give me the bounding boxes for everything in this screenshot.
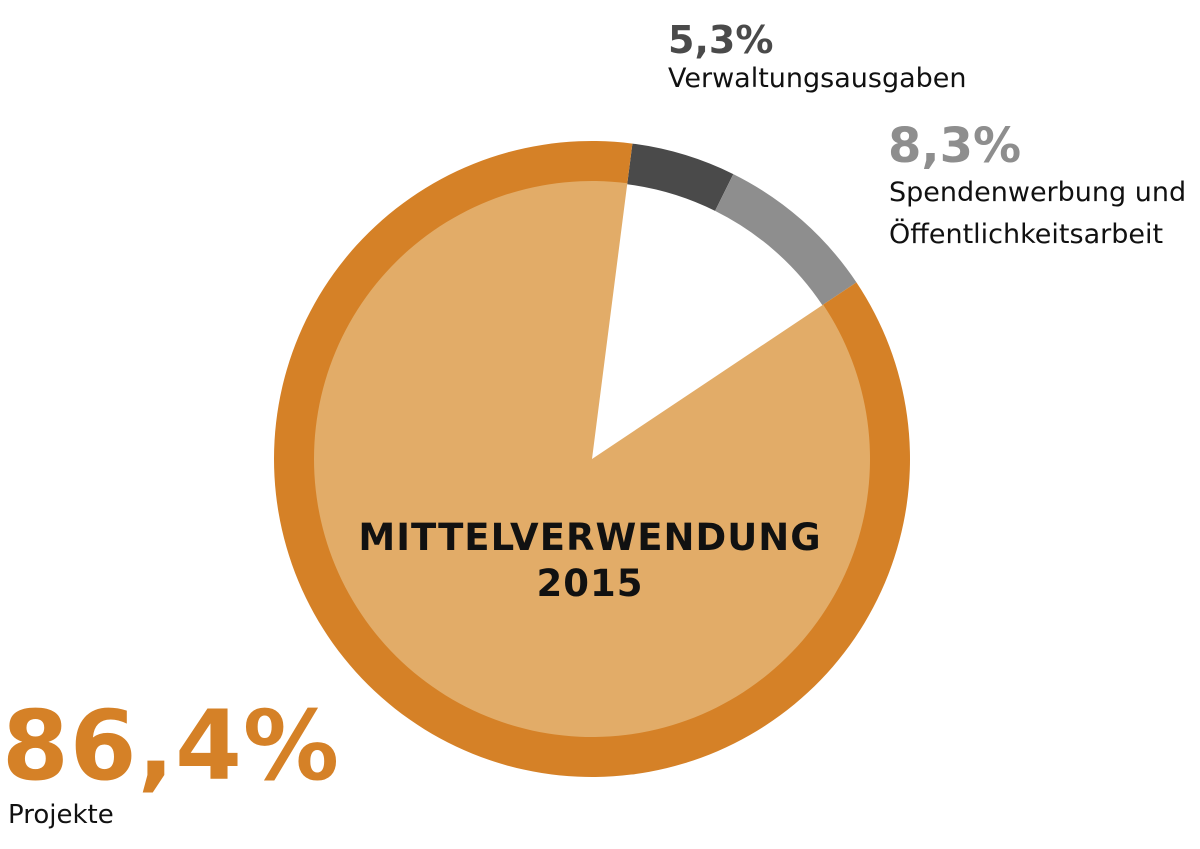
chart-title-line-1: MITTELVERWENDUNG [358,516,822,559]
admin-ring-segment [627,143,734,211]
fundraising-label-line-2: Öffentlichkeitsarbeit [889,219,1164,250]
fundraising-percentage: 8,3% [888,118,1022,174]
projects-inner-wedge [313,181,871,738]
projects-percentage: 86,4% [2,690,341,802]
fundraising-label-line-1: Spendenwerbung und [889,177,1187,208]
admin-percentage: 5,3% [668,18,774,62]
fundraising-ring-segment [715,174,857,306]
chart-title-line-2: 2015 [536,562,644,605]
projects-label: Projekte [8,800,114,830]
admin-label: Verwaltungsausgaben [668,63,967,94]
